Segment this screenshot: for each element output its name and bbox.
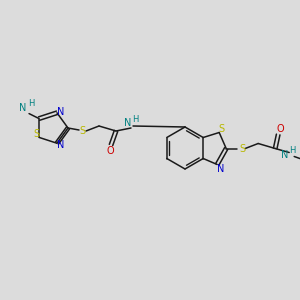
Text: H: H <box>28 99 34 108</box>
Text: N: N <box>124 118 132 128</box>
Text: O: O <box>276 124 284 134</box>
Text: N: N <box>57 107 64 117</box>
Text: N: N <box>281 151 289 160</box>
Text: H: H <box>132 115 138 124</box>
Text: S: S <box>79 126 85 136</box>
Text: O: O <box>106 146 114 156</box>
Text: N: N <box>57 140 64 150</box>
Text: H: H <box>289 146 296 155</box>
Text: S: S <box>33 129 39 140</box>
Text: N: N <box>20 103 27 112</box>
Text: N: N <box>218 164 225 173</box>
Text: S: S <box>239 143 245 154</box>
Text: S: S <box>218 124 224 134</box>
